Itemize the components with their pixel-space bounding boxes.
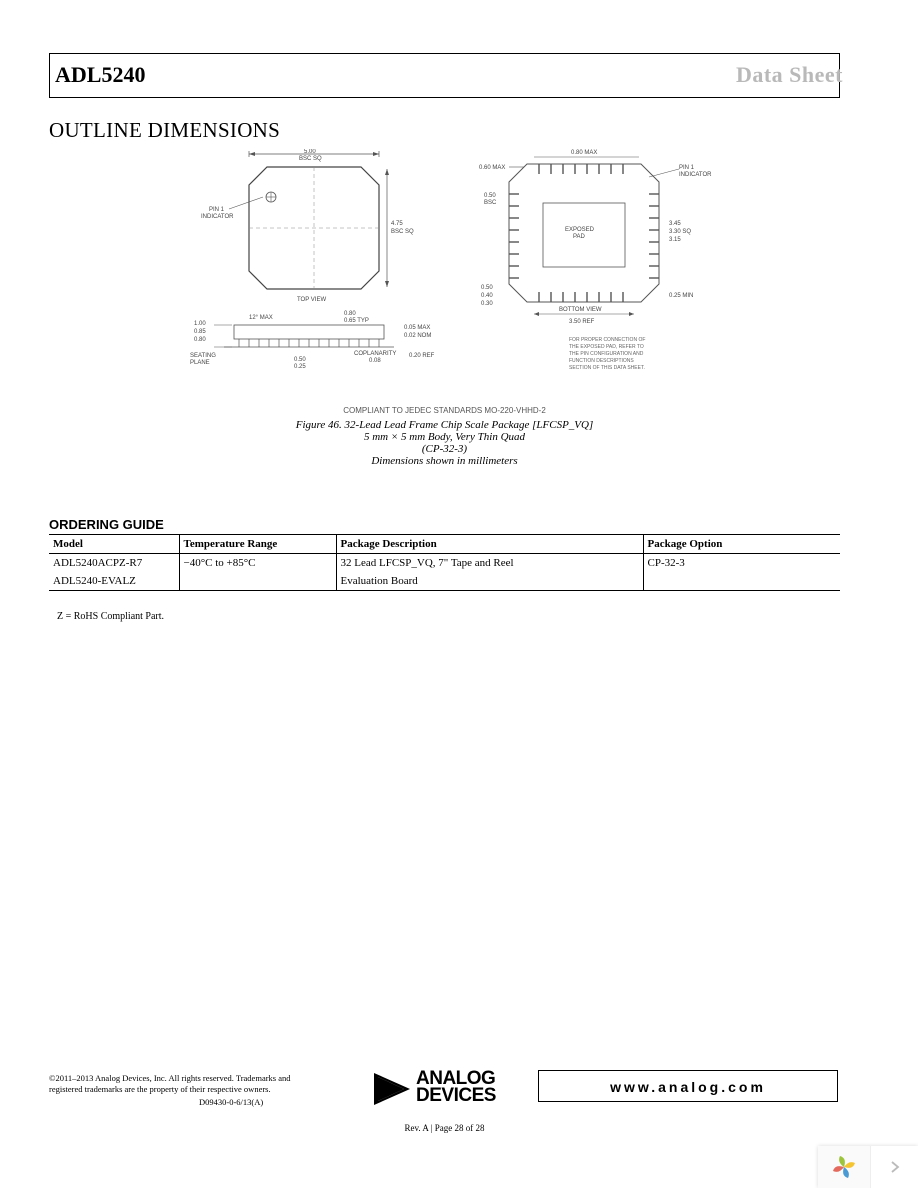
copy-l2: registered trademarks are the property o… (49, 1084, 271, 1094)
dim-footnom: 0.02 NOM (404, 333, 431, 339)
pinwheel-icon (831, 1154, 857, 1180)
dim-lwmax: 0.80 (344, 311, 356, 317)
coplan-lbl: COPLANARITY (354, 351, 396, 357)
chevron-right-icon (890, 1160, 900, 1174)
th-pkgopt: Package Option (643, 535, 840, 554)
next-page-button[interactable] (870, 1146, 918, 1188)
dim-bpitch: 0.50 (484, 193, 496, 199)
dim-ll1: 0.40 (481, 293, 493, 299)
part-number: ADL5240 (55, 62, 145, 88)
analog-devices-logo: ANALOG DEVICES (374, 1071, 524, 1114)
bpin1: PIN 1 (679, 165, 695, 171)
td-pkgopt (643, 572, 840, 591)
note5: SECTION OF THIS DATA SHEET. (569, 365, 645, 371)
dim-standoff: 12° MAX (249, 315, 273, 321)
copy-l1: ©2011–2013 Analog Devices, Inc. All righ… (49, 1073, 291, 1083)
page-footer: ©2011–2013 Analog Devices, Inc. All righ… (49, 1073, 840, 1143)
td-temp: −40°C to +85°C (179, 554, 336, 573)
outline-diagram: 5.00 BSC SQ 4.75 BSC SQ PIN 1 INDICATOR (49, 149, 840, 489)
ordering-guide-table: Model Temperature Range Package Descript… (49, 534, 840, 591)
note3: THE PIN CONFIGURATION AND (569, 351, 644, 357)
table-header-row: Model Temperature Range Package Descript… (49, 535, 840, 554)
note4: FUNCTION DESCRIPTIONS (569, 358, 634, 364)
cap-l1: Figure 46. 32-Lead Lead Frame Chip Scale… (49, 419, 840, 431)
cap-l3: (CP-32-3) (49, 443, 840, 455)
cap-l2: 5 mm × 5 mm Body, Very Thin Quad (49, 431, 840, 443)
note2: THE EXPOSED PAD, REFER TO (569, 344, 644, 350)
dim-leadtop2: 0.60 MAX (479, 165, 505, 171)
dim-pitch2: 0.25 (294, 364, 306, 370)
dim-hmax: 1.00 (194, 321, 206, 327)
logo-line2: DEVICES (416, 1088, 496, 1105)
dim-sq: 4.75 (391, 221, 403, 227)
note1: FOR PROPER CONNECTION OF (569, 337, 645, 343)
th-model: Model (49, 535, 179, 554)
exp-pad: EXPOSED (565, 227, 595, 233)
topview-label: TOP VIEW (297, 297, 326, 303)
bpin1b: INDICATOR (679, 172, 712, 178)
seating-lbl2: PLANE (190, 360, 210, 366)
cap-l4: Dimensions shown in millimeters (49, 455, 840, 467)
td-model: ADL5240ACPZ-R7 (49, 554, 179, 573)
figure-caption: Figure 46. 32-Lead Lead Frame Chip Scale… (49, 419, 840, 467)
doc-number: D09430-0-6/13(A) (199, 1097, 263, 1107)
dim-width-tol: BSC SQ (299, 156, 322, 162)
pin1-label: PIN 1 (209, 207, 225, 213)
dim-hmin: 0.80 (194, 337, 206, 343)
compliance-note: COMPLIANT TO JEDEC STANDARDS MO-220-VHHD… (49, 406, 840, 415)
td-model: ADL5240-EVALZ (49, 572, 179, 591)
dim-footmax: 0.05 MAX (404, 325, 430, 331)
ordering-guide-title: ORDERING GUIDE (49, 517, 840, 532)
th-pkgdesc: Package Description (336, 535, 643, 554)
dim-corner: 0.25 MIN (669, 293, 693, 299)
dim-pad2: 3.15 (669, 237, 681, 243)
td-pkgopt: CP-32-3 (643, 554, 840, 573)
td-pkgdesc: Evaluation Board (336, 572, 643, 591)
package-drawing: 5.00 BSC SQ 4.75 BSC SQ PIN 1 INDICATOR (49, 149, 840, 409)
dim-hnom: 0.85 (194, 329, 206, 335)
dim-ref: 0.20 REF (409, 353, 435, 359)
dim-bref: 3.50 REF (569, 319, 595, 325)
dim-ll2: 0.30 (481, 301, 493, 307)
dim-pad1: 3.30 SQ (669, 229, 691, 235)
coplan-val: 0.08 (369, 358, 381, 364)
app-logo-button[interactable] (818, 1146, 870, 1188)
table-row: ADL5240ACPZ-R7 −40°C to +85°C 32 Lead LF… (49, 554, 840, 573)
bottomview-label: BOTTOM VIEW (559, 307, 602, 313)
dim-sq-tol: BSC SQ (391, 229, 414, 235)
dim-leadtop: 0.80 MAX (571, 150, 597, 156)
copyright-text: ©2011–2013 Analog Devices, Inc. All righ… (49, 1073, 309, 1094)
table-row: ADL5240-EVALZ Evaluation Board (49, 572, 840, 591)
td-pkgdesc: 32 Lead LFCSP_VQ, 7" Tape and Reel (336, 554, 643, 573)
dim-width: 5.00 (304, 149, 316, 155)
dim-ll0: 0.50 (481, 285, 493, 291)
seating-lbl: SEATING (190, 353, 216, 359)
header-bar: ADL5240 Data Sheet (49, 53, 840, 98)
exp-pad2: PAD (573, 234, 586, 240)
dim-pad0: 3.45 (669, 221, 681, 227)
dim-lwtyp: 0.65 TYP (344, 318, 369, 324)
url-box: www.analog.com (538, 1070, 838, 1102)
td-temp (179, 572, 336, 591)
page-line: Rev. A | Page 28 of 28 (49, 1123, 840, 1133)
th-temp: Temperature Range (179, 535, 336, 554)
rohs-note: Z = RoHS Compliant Part. (57, 611, 840, 622)
viewer-toolbar (818, 1146, 918, 1188)
pin1-label2: INDICATOR (201, 214, 234, 220)
section-title: OUTLINE DIMENSIONS (49, 118, 840, 143)
dim-pitch: 0.50 (294, 357, 306, 363)
dim-bpitch-tol: BSC (484, 200, 497, 206)
doc-type: Data Sheet (736, 62, 843, 88)
